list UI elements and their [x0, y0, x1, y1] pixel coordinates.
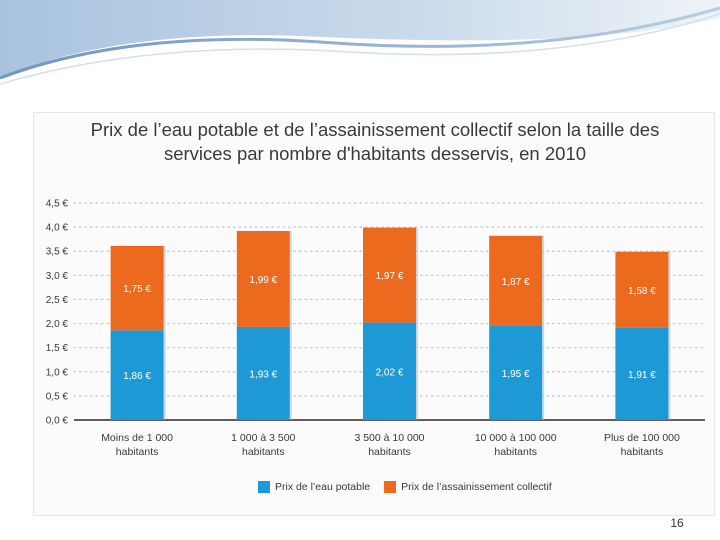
bar-segment-sanitation [489, 235, 543, 326]
bar-segment-water [363, 322, 416, 420]
legend-item-sanitation: Prix de l’assainissement collectif [384, 481, 552, 493]
y-tick-label: 3,0 € [46, 271, 69, 282]
chart-legend: Prix de l’eau potable Prix de l’assainis… [258, 479, 552, 495]
y-tick-label: 4,0 € [46, 223, 69, 234]
y-tick-label: 2,5 € [46, 295, 69, 306]
bar-value-label: 1,58 € [628, 286, 656, 297]
y-tick-label: 1,0 € [46, 367, 69, 378]
bar-segment-sanitation [615, 251, 669, 328]
legend-item-water: Prix de l’eau potable [258, 481, 370, 493]
y-tick-label: 0,0 € [46, 416, 69, 427]
bar-value-label: 1,99 € [249, 275, 277, 286]
y-tick-label: 4,5 € [46, 199, 69, 210]
x-category-label: 3 500 à 10 000 [354, 432, 424, 444]
bar-segment-sanitation [236, 230, 290, 327]
bar-value-label: 1,95 € [502, 369, 530, 380]
bar-segment-water [489, 325, 543, 420]
bar-value-label: 1,93 € [249, 369, 277, 380]
x-category-label: habitants [621, 446, 664, 458]
x-category-label: habitants [242, 446, 285, 458]
bar-shadow [416, 227, 418, 420]
bar-value-label: 2,02 € [376, 367, 404, 378]
y-tick-label: 0,5 € [46, 391, 69, 402]
page-number: 16 [670, 516, 684, 530]
y-tick-label: 1,5 € [46, 343, 69, 354]
chart-title: Prix de l’eau potable et de l’assainisse… [50, 118, 700, 166]
bar-value-label: 1,87 € [502, 277, 530, 288]
bar-segment-water [615, 327, 669, 420]
bar-value-label: 1,97 € [376, 271, 404, 282]
x-category-label: habitants [368, 446, 411, 458]
slide-header-swoosh [0, 0, 720, 85]
bar-segment-sanitation [110, 245, 164, 331]
legend-swatch-sanitation [384, 481, 397, 493]
chart-title-line-1: Prix de l’eau potable et de l’assainisse… [90, 119, 660, 140]
bar-shadow [668, 251, 671, 420]
x-category-label: habitants [116, 446, 159, 458]
y-tick-label: 3,5 € [46, 247, 69, 258]
bar-segment-sanitation [363, 227, 416, 323]
y-tick-label: 2,0 € [46, 319, 69, 330]
legend-label-water: Prix de l’eau potable [275, 481, 371, 493]
x-category-label: 1 000 à 3 500 [231, 432, 295, 444]
bar-segment-water [236, 326, 290, 420]
x-category-label: 10 000 à 100 000 [475, 432, 557, 444]
bar-value-label: 1,86 € [123, 371, 151, 382]
x-category-label: habitants [494, 446, 537, 458]
bar-value-label: 1,75 € [123, 284, 151, 295]
bar-shadow [542, 235, 545, 420]
bar-shadow [163, 245, 166, 420]
bar-segment-water [110, 330, 164, 420]
bar-value-label: 1,91 € [628, 370, 656, 381]
bar-shadow [289, 230, 292, 420]
legend-label-sanitation: Prix de l’assainissement collectif [401, 481, 552, 493]
x-category-label: Plus de 100 000 [604, 432, 680, 444]
legend-swatch-water [258, 481, 270, 493]
x-category-label: Moins de 1 000 [101, 432, 173, 444]
chart-title-line-2: services par nombre d'habitants desservi… [163, 143, 587, 164]
